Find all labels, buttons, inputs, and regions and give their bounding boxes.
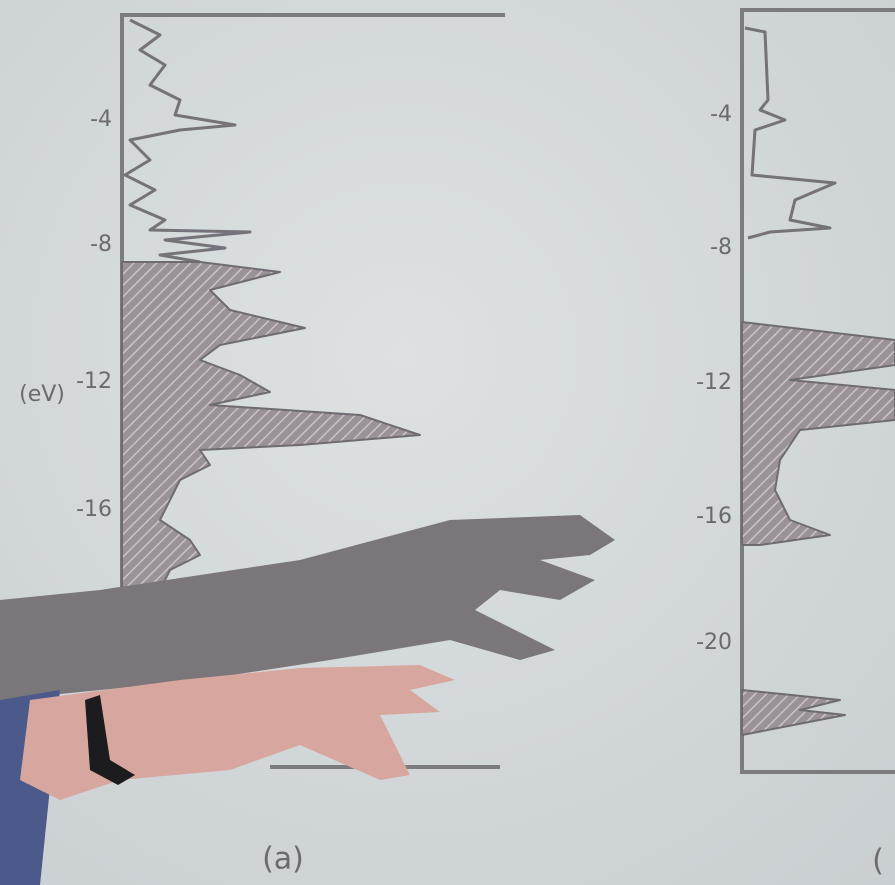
y-tick-label: -12 <box>696 370 732 395</box>
y-tick-label: -4 <box>710 102 732 127</box>
axis-label: (eV) <box>19 382 65 407</box>
caption: ( <box>872 844 884 879</box>
y-tick-label: -8 <box>90 232 112 257</box>
y-tick-label: -8 <box>710 235 732 260</box>
y-tick-label: -16 <box>76 497 112 522</box>
y-tick-label: -12 <box>76 369 112 394</box>
y-tick-label: -16 <box>696 504 732 529</box>
caption: (a) <box>262 842 304 877</box>
y-tick-label: -20 <box>696 630 732 655</box>
photo: -4 -8 -12 -16 (eV) (a) -4 -8 -12 -16 -20… <box>0 0 895 885</box>
y-tick-label: -4 <box>90 107 112 132</box>
